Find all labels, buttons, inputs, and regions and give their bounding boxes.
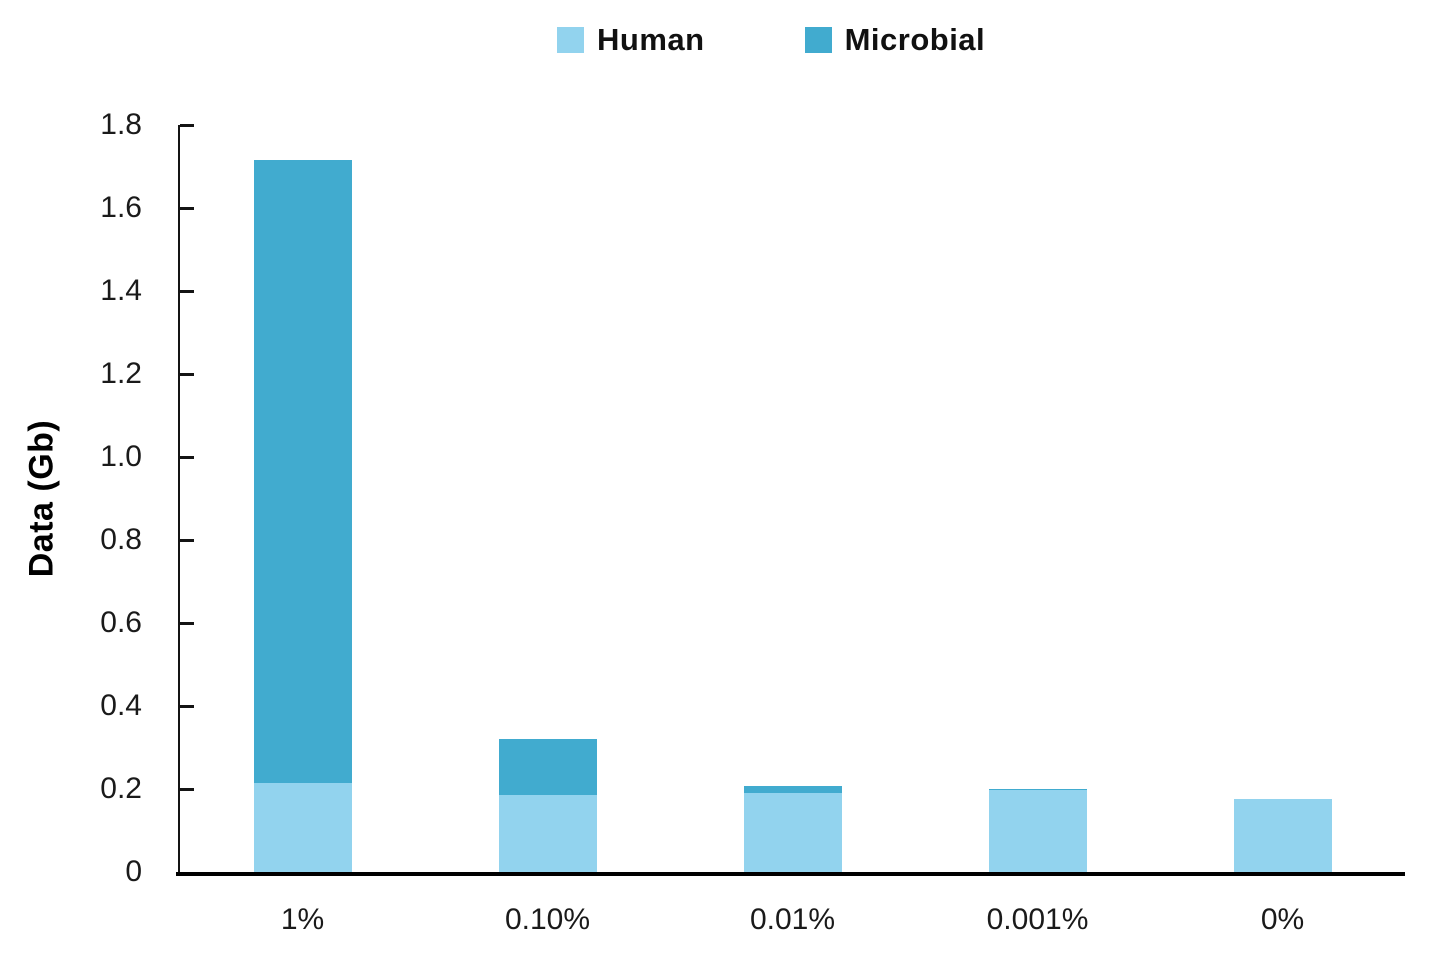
legend: Human Microbial	[557, 22, 985, 58]
x-axis-line	[176, 872, 1405, 876]
x-tick-label: 0.01%	[749, 903, 836, 936]
legend-item-human: Human	[557, 22, 705, 58]
y-tick-label: 1.6	[100, 191, 142, 224]
bar-segment-human-0.01%	[743, 793, 842, 872]
y-tick-label: 0.4	[100, 689, 142, 722]
legend-label-human: Human	[597, 22, 705, 57]
y-axis-tick	[180, 621, 194, 625]
bar-segment-microbial-1%	[253, 160, 352, 783]
y-axis-tick	[180, 289, 194, 293]
y-tick-label: 0.8	[100, 523, 142, 556]
y-axis-line	[178, 125, 180, 872]
y-axis-tick	[180, 704, 194, 708]
y-axis-tick	[180, 455, 194, 459]
y-tick-label: 1.0	[100, 440, 142, 473]
bar-segment-human-0.10%	[498, 795, 597, 872]
y-axis-title: Data (Gb)	[16, 125, 68, 872]
x-tick-label: 0.10%	[504, 903, 591, 936]
y-tick-label: 0.6	[100, 606, 142, 639]
legend-label-microbial: Microbial	[844, 22, 986, 57]
x-tick-label: 0%	[1260, 903, 1305, 936]
bar-segment-human-0%	[1233, 799, 1332, 872]
bar-segment-human-0.001%	[988, 790, 1087, 872]
y-tick-label: 1.8	[100, 108, 142, 141]
bar-segment-microbial-0.10%	[498, 739, 597, 795]
bar-segment-microbial-0.01%	[743, 786, 842, 793]
y-axis-tick	[180, 123, 194, 127]
plot-area	[176, 123, 1405, 876]
y-tick-label: 0.2	[100, 772, 142, 805]
y-tick-label: 1.4	[100, 274, 142, 307]
x-tick-label: 0.001%	[986, 903, 1089, 936]
legend-swatch-microbial	[804, 27, 832, 53]
y-axis-tick	[180, 206, 194, 210]
y-tick-label: 1.2	[100, 357, 142, 390]
legend-swatch-human	[557, 27, 584, 53]
x-tick-label: 1%	[280, 903, 325, 936]
y-axis-tick	[180, 538, 194, 542]
y-axis-tick	[180, 372, 194, 376]
y-tick-label: 0	[125, 855, 142, 888]
bar-segment-microbial-0.001%	[988, 789, 1087, 790]
y-axis-tick	[180, 787, 194, 791]
bar-segment-human-1%	[253, 783, 352, 872]
legend-item-microbial: Microbial	[804, 22, 986, 58]
